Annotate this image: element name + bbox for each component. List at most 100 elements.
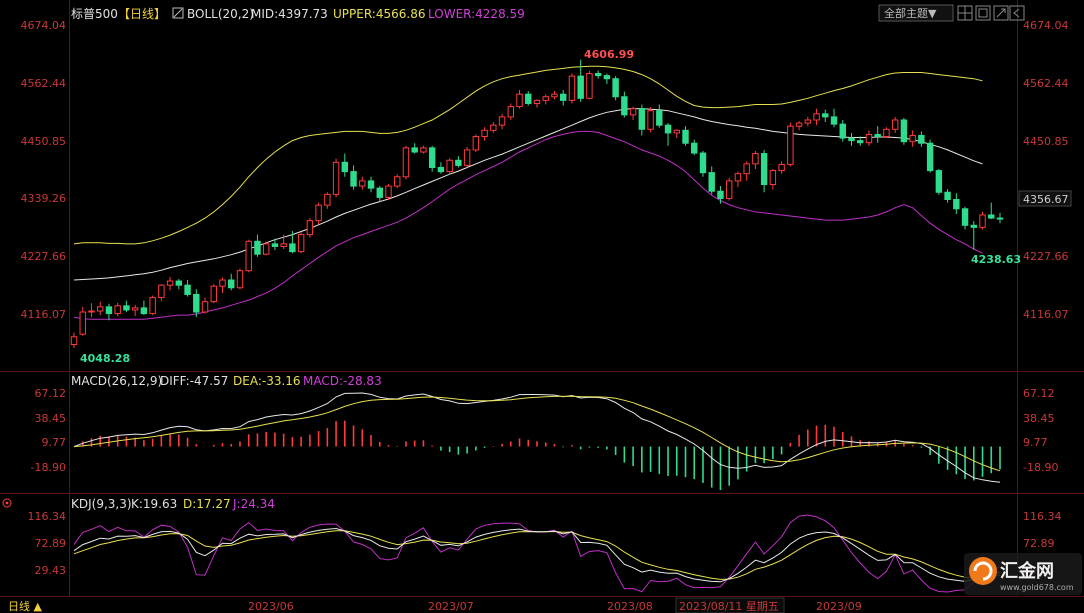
candle-body — [551, 93, 558, 98]
candle — [289, 230, 296, 254]
candle-body — [324, 193, 331, 206]
candle — [525, 91, 532, 106]
low-annotation-right: 4238.63 — [971, 253, 1021, 266]
candle — [848, 132, 855, 146]
candle — [297, 232, 305, 254]
candle-body — [105, 306, 113, 315]
candle-body — [830, 116, 838, 125]
candle-body — [114, 305, 121, 315]
low-annotation-left: 4048.28 — [80, 352, 130, 365]
target-icon[interactable] — [2, 498, 12, 508]
candle-body — [367, 180, 375, 189]
candle-body — [621, 96, 628, 116]
candle — [315, 202, 322, 225]
date-label: 2023/06 — [248, 600, 294, 613]
date-label: 2023/09 — [816, 600, 862, 613]
candle-body — [463, 149, 471, 166]
candle-body — [778, 163, 785, 172]
period-label: 【日线】 — [118, 7, 166, 21]
candle-body — [970, 224, 978, 228]
candle-body — [297, 234, 305, 253]
candle-body — [848, 137, 855, 142]
candle — [175, 278, 183, 290]
boll-header: 标普500 【日线】 BOLL(20,2) MID:4397.73 UPPER:… — [71, 7, 525, 21]
candle — [857, 136, 864, 146]
candlesticks[interactable] — [70, 59, 1004, 348]
candle — [953, 193, 960, 214]
window-icon[interactable] — [975, 5, 991, 21]
candle-body — [262, 243, 270, 255]
boll-icon — [172, 7, 184, 19]
candle-body — [734, 173, 742, 182]
candle — [918, 131, 925, 147]
candle-body — [673, 129, 680, 134]
candle-body — [498, 116, 506, 126]
kdj-j: J:24.34 — [232, 497, 275, 511]
theme-button[interactable] — [878, 4, 954, 22]
kdj-header: KDJ(9,3,3) K:19.63 D:17.27 J:24.34 — [2, 497, 275, 511]
candle — [105, 303, 113, 321]
candle — [795, 121, 803, 131]
candle — [359, 176, 366, 190]
candle — [446, 158, 453, 175]
kdj-panel — [73, 514, 1001, 593]
candle — [900, 117, 908, 145]
kdj-tick: 29.43 — [35, 564, 67, 577]
candle-body — [988, 214, 995, 219]
price-axis-right: 4674.04 4562.44 4450.85 4356.67 4227.66 … — [1018, 19, 1072, 321]
candle — [699, 150, 707, 177]
period-selector[interactable]: 日线 ▲ — [8, 599, 42, 613]
candle-body — [865, 133, 873, 144]
grid-icon[interactable] — [957, 5, 973, 21]
candle-body — [507, 106, 515, 118]
macd-tick: 67.12 — [35, 387, 67, 400]
candle-body — [647, 110, 654, 130]
kdj-tick: 72.89 — [35, 537, 67, 550]
candle-body — [315, 204, 322, 222]
candle-body — [289, 243, 296, 253]
candle — [804, 116, 812, 127]
candle — [228, 273, 235, 291]
candle-body — [236, 270, 244, 289]
boll-label: BOLL(20,2) — [187, 7, 254, 21]
candle — [402, 145, 410, 180]
candle — [594, 70, 602, 79]
expand-icon[interactable] — [993, 5, 1009, 21]
candle — [717, 186, 724, 204]
candle — [201, 297, 209, 314]
candle-body — [857, 140, 864, 144]
candle — [909, 130, 916, 147]
scroll-left-icon[interactable] — [1009, 5, 1025, 21]
last-price-label: 4356.67 — [1023, 193, 1069, 206]
price-tick: 4116.07 — [21, 308, 67, 321]
candle-body — [743, 163, 750, 175]
candle — [437, 162, 445, 174]
candle-body — [516, 93, 523, 108]
price-axis-left: 4674.04 4562.44 4450.85 4339.26 4227.66 … — [21, 19, 67, 321]
candle-body — [219, 279, 226, 287]
candle-body — [787, 125, 794, 165]
candle — [394, 174, 401, 189]
candle — [306, 218, 314, 238]
candle-body — [140, 307, 148, 315]
gold678-logo: 汇金网 www.gold678.com — [964, 553, 1082, 595]
candle — [158, 284, 165, 301]
candle — [184, 280, 191, 297]
candle — [830, 108, 838, 128]
candle — [656, 104, 663, 128]
candle — [463, 146, 471, 168]
price-tick: 4562.44 — [1023, 77, 1069, 90]
price-tick: 4227.66 — [21, 250, 67, 263]
candle — [752, 150, 759, 170]
macd-tick: -18.90 — [31, 461, 66, 474]
boll-upper: UPPER:4566.86 — [333, 7, 425, 21]
macd-dea-line — [73, 395, 1001, 472]
macd-header: MACD(26,12,9) DIFF:-47.57 DEA:-33.16 MAC… — [71, 374, 382, 388]
macd-axis-right: 67.12 38.45 9.77 -18.90 — [1023, 387, 1058, 474]
candle — [236, 268, 244, 290]
candle-body — [804, 119, 812, 124]
candle-body — [769, 170, 777, 186]
candle — [96, 301, 104, 316]
candle — [865, 130, 873, 146]
